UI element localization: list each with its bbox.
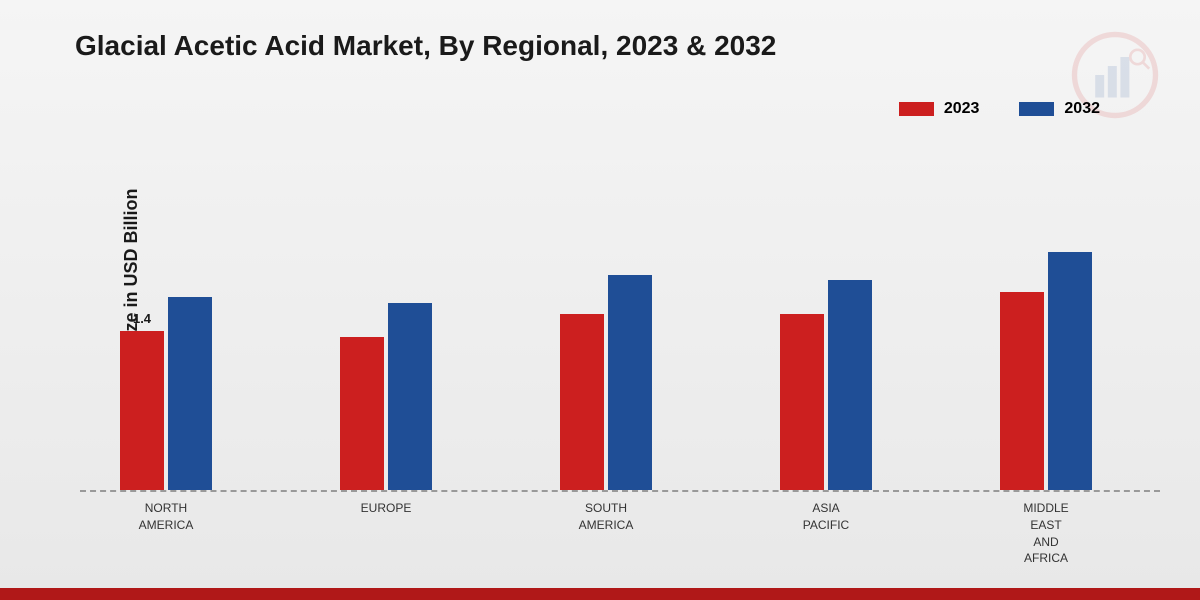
legend-label-2032: 2032 [1064,100,1100,118]
category-label: MIDDLEEASTANDAFRICA [996,500,1096,567]
bar-group [340,303,432,490]
legend-item-2023: 2023 [899,100,980,118]
bar [340,337,384,490]
legend-item-2032: 2032 [1019,100,1100,118]
legend-swatch-2032 [1019,102,1054,116]
bar [560,314,604,490]
category-label: EUROPE [336,500,436,517]
category-label: ASIAPACIFIC [776,500,876,534]
legend-swatch-2023 [899,102,934,116]
legend-label-2023: 2023 [944,100,980,118]
bar: 1.4 [120,331,164,490]
category-label: SOUTHAMERICA [556,500,656,534]
legend: 2023 2032 [899,100,1100,118]
bar [780,314,824,490]
footer-accent-bar [0,588,1200,600]
x-axis-line [80,490,1160,492]
bar [1048,252,1092,490]
chart-title: Glacial Acetic Acid Market, By Regional,… [75,30,776,62]
bar-value-label: 1.4 [133,311,151,326]
bar [608,275,652,490]
bar-group [1000,252,1092,490]
bar-group [560,275,652,490]
bar-group: 1.4 [120,297,212,490]
bar-group [780,280,872,490]
category-label: NORTHAMERICA [116,500,216,534]
bar [1000,292,1044,490]
bar [828,280,872,490]
bar [388,303,432,490]
chart-plot-area: 1.4NORTHAMERICAEUROPESOUTHAMERICAASIAPAC… [80,150,1160,490]
bar [168,297,212,490]
